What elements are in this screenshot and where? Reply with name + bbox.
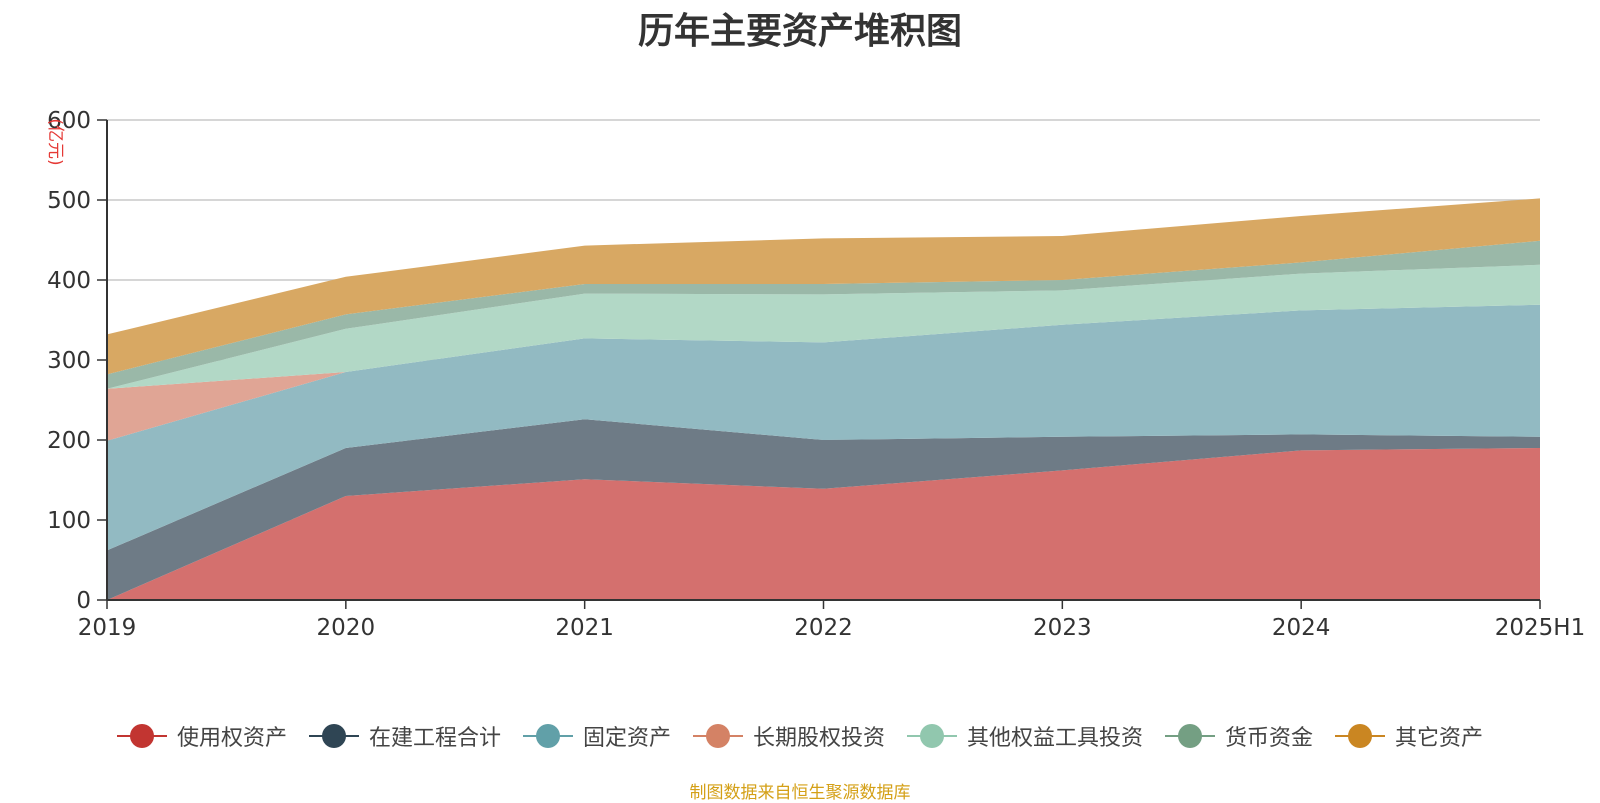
axes: 0 100 200 300 400 500 600 2019 2020 2021 2022 2023 2… <box>47 108 1585 641</box>
legend-label: 使用权资产 <box>176 726 287 751</box>
y-tick-label: 600 <box>47 108 91 134</box>
x-tick-label: 2019 <box>78 615 137 641</box>
y-tick-label: 400 <box>47 268 91 294</box>
legend-marker-icon <box>522 724 573 748</box>
series-area-5 <box>107 264 1540 389</box>
x-tick-label: 2023 <box>1033 615 1092 641</box>
x-tick-label: 2021 <box>555 615 614 641</box>
x-tick-label: 2022 <box>794 615 853 641</box>
series-area-2 <box>107 419 1540 600</box>
legend-item-7[interactable]: 其它资产 <box>1335 720 1483 752</box>
y-tick-label: 300 <box>47 348 91 374</box>
legend-item-4[interactable]: 长期股权投资 <box>692 720 885 752</box>
x-tick-label: 2025H1 <box>1495 615 1585 641</box>
series-area-6 <box>107 240 1540 389</box>
legend-marker-icon <box>1335 724 1386 748</box>
y-tick-label: 100 <box>47 508 91 534</box>
chart-title: 历年主要资产堆积图 <box>637 11 962 52</box>
legend-item-1[interactable]: 使用权资产 <box>116 720 287 752</box>
legend-label: 其它资产 <box>1395 726 1484 751</box>
legend-label: 货币资金 <box>1225 726 1314 751</box>
y-tick-label: 0 <box>76 588 91 614</box>
legend-marker-icon <box>1165 724 1216 748</box>
legend-label: 固定资产 <box>582 726 671 751</box>
legend-label: 在建工程合计 <box>368 726 501 751</box>
legend-marker-icon <box>116 724 167 748</box>
y-axis-unit-label: (亿元) <box>45 118 65 165</box>
legend-item-5[interactable]: 其他权益工具投资 <box>907 720 1143 752</box>
series-area-1 <box>107 448 1540 600</box>
y-tick-label: 200 <box>47 428 91 454</box>
x-tick-label: 2020 <box>317 615 376 641</box>
y-tick-label: 500 <box>47 188 91 214</box>
legend-item-2[interactable]: 在建工程合计 <box>308 720 501 752</box>
legend-item-3[interactable]: 固定资产 <box>522 720 671 752</box>
legend-marker-icon <box>907 724 957 748</box>
series-area-3 <box>107 304 1540 551</box>
area-series <box>107 198 1540 600</box>
legend-marker-icon <box>308 724 359 748</box>
legend-label: 其他权益工具投资 <box>967 726 1144 751</box>
source-note: 制图数据来自恒生聚源数据库 <box>689 783 911 803</box>
x-tick-label: 2024 <box>1272 615 1331 641</box>
legend: 使用权资产 在建工程合计 固定资产 长期股权投资 其他权益工具投资 货币资金 其它资产 <box>0 716 1600 756</box>
legend-marker-icon <box>692 724 743 748</box>
legend-item-6[interactable]: 货币资金 <box>1165 720 1313 752</box>
legend-label: 长期股权投资 <box>752 726 885 751</box>
series-area-7 <box>107 198 1540 375</box>
